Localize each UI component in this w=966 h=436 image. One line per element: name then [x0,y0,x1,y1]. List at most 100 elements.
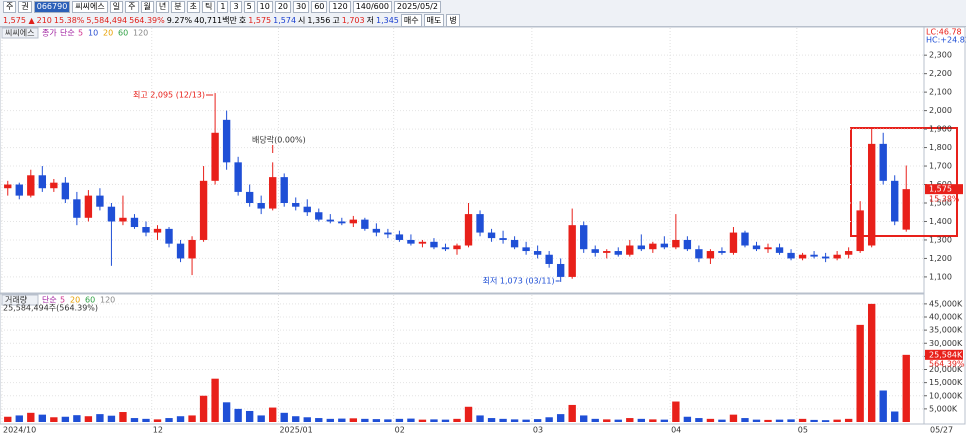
toolbar-item[interactable]: 066790 [33,1,71,13]
toolbar-item: 564.39% [129,15,165,25]
candle-body [269,177,277,209]
last-price-box [925,184,963,195]
toolbar-item[interactable]: 분 [171,1,185,13]
volume-bar [844,418,853,422]
toolbar-item: 고 [332,15,340,25]
candle-body [741,232,749,246]
volume-ratio-label: 564.39% [929,359,965,368]
toolbar-item[interactable]: 월 [140,1,154,13]
x-tick-label: 12 [153,426,163,435]
toolbar-item[interactable]: 틱 [202,1,216,13]
volume-bar [211,378,219,422]
toolbar-item[interactable]: 씨씨에스 [72,1,108,13]
volume-bar [683,416,692,422]
volume-bar [199,395,208,422]
candle-body [810,254,818,257]
candle-body [591,249,599,253]
candle-body [533,251,542,255]
candle-body [798,254,807,259]
candle-body [487,232,496,239]
volume-bar [568,404,576,422]
x-tick-label: 02 [395,426,405,435]
candle-body [637,245,645,250]
legend-box [1,294,39,306]
lc-label: LC:46.78 [926,28,962,37]
toolbar-item[interactable]: 60 [311,1,328,13]
candle-body [787,252,795,259]
candle-body [718,251,726,253]
volume-bar [130,418,139,422]
y-tick-label: 1,500 [929,199,952,208]
x-tick-label: 03 [533,426,543,435]
toolbar-item[interactable]: 120 [329,1,351,13]
candle-body [73,199,81,218]
toolbar-item[interactable]: 2025/05/2 [393,1,441,13]
candle-body [706,251,715,259]
candle-body [211,132,219,181]
candle-body [833,254,841,259]
toolbar-item[interactable]: 병 [446,13,460,27]
volume-bar [27,412,35,422]
candle-body [430,241,438,248]
candle-body [50,182,58,189]
candle-body [303,206,311,213]
volume-bar [280,412,288,422]
volume-bar [453,418,461,422]
toolbar-item[interactable]: 20 [274,1,292,13]
volume-bar [303,417,311,422]
volume-bar [165,418,173,422]
volume-bar [315,418,323,422]
toolbar-row: 주 권 066790 씨씨에스 일 주 월 년 분 초 틱 1 3 5 10 20 30 60 120 140/600… [0,1,966,13]
toolbar-item: 저 [366,15,374,25]
last-price-label: 1,575 [929,185,952,194]
y-tick-label: 2,000 [929,106,952,115]
volume-bar [142,418,150,422]
toolbar-item[interactable]: 매수 [400,13,422,27]
toolbar-item[interactable]: 5 [243,1,255,13]
volume-bar [407,418,415,422]
toolbar-item[interactable]: 10 [256,1,273,13]
toolbar-item[interactable]: 3 [230,1,242,13]
candle-body [603,251,611,253]
volume-bar [50,417,58,422]
hc-label: HC:+24.82 [926,36,966,45]
volume-bar [499,418,507,422]
candle-body [441,247,450,250]
volume-bar [84,416,93,422]
highlight-box [850,127,958,237]
toolbar-item[interactable]: 초 [186,1,200,13]
toolbar-item[interactable]: 30 [293,1,310,13]
volume-bar [430,419,438,422]
candle-body [96,195,104,207]
toolbar-item[interactable]: 매도 [423,13,445,27]
y-tick-label: 5,000K [929,404,958,413]
legend-indicator: 종가 [42,29,57,38]
candle-body [902,189,910,230]
candle-body [418,241,427,244]
volume-bar [591,418,599,422]
toolbar-item[interactable]: 일 [109,1,124,13]
legend-kind: 단순 [42,295,57,305]
candle-body [752,245,761,250]
toolbar-item[interactable]: 1 [217,1,229,13]
toolbar-item[interactable]: 주 [3,1,17,13]
volume-bar [338,418,346,422]
toolbar-item[interactable]: 140/600 [352,1,392,13]
candle-body [395,234,404,240]
toolbar-item[interactable]: 년 [155,1,170,13]
toolbar-item: 5,584,494 [86,15,128,25]
volume-bar [107,415,116,422]
candle-body [626,245,634,255]
toolbar-item: 1,575 ▲ [3,15,35,25]
volume-bar [729,414,738,422]
toolbar-item[interactable]: 주 [125,1,139,13]
volume-bar [234,408,242,422]
volume-bar [361,418,369,422]
volume-bar [15,415,23,422]
volume-bar [833,419,841,422]
toolbar-item[interactable]: 권 [18,1,32,13]
y-tick-label: 1,900 [929,125,952,134]
x-tick-label: 2025/01 [279,426,312,435]
candle-body [38,175,47,189]
